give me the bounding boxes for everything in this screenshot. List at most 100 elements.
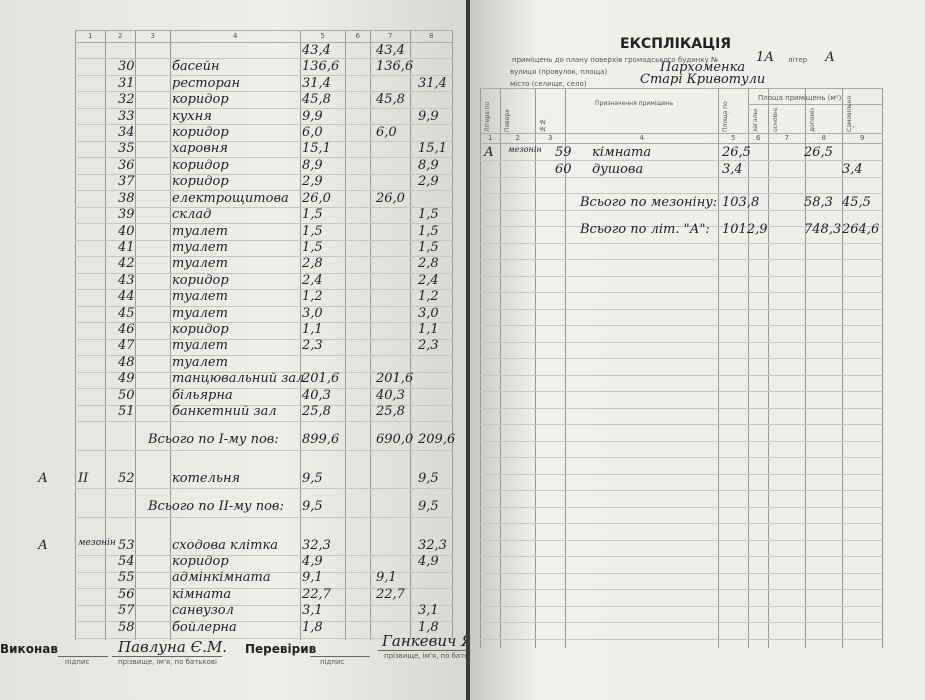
sign-line [310, 656, 370, 657]
row-rule [480, 424, 882, 425]
cell-name: коридор [172, 272, 229, 288]
title: ЕКСПЛІКАЦІЯ [620, 36, 732, 52]
row-rule [480, 308, 882, 310]
cell-total: 9,9 [302, 108, 323, 124]
cell-total: 2,9 [302, 174, 323, 190]
cell-aux: 9,5 [418, 470, 439, 486]
row-rule [480, 523, 882, 524]
row-rule [480, 292, 882, 293]
column-rule [345, 30, 346, 640]
sign-line [58, 656, 108, 657]
column-rule [500, 88, 501, 648]
handwritten: 1А [756, 50, 775, 65]
column-rule [452, 30, 453, 640]
left-page: 1 2 3 4 5 6 7 8 43,4 43,4 30 басейн 136,6 136,6 31 рест… [0, 0, 466, 700]
cell-aux: 31,4 [418, 75, 447, 91]
row-rule [75, 107, 452, 109]
cell-no: 48 [118, 354, 135, 370]
footer-label: Перевірив [245, 642, 317, 656]
column-number: 1 [488, 134, 493, 142]
cell-no: 39 [118, 207, 135, 223]
row-rule [75, 322, 452, 323]
header-rule [480, 143, 882, 144]
row-rule [75, 421, 452, 422]
cell-label: Всього по І-му пов: [148, 432, 279, 448]
cell-total: 45,8 [302, 92, 331, 108]
column-rule [105, 30, 106, 640]
column-rule [480, 88, 481, 648]
row-rule [480, 407, 882, 409]
column-rule [300, 30, 301, 640]
row-rule [75, 140, 452, 142]
row-rule [480, 490, 882, 491]
column-header: основна [772, 108, 779, 132]
row-rule [480, 341, 882, 343]
cell-floor: мезонін [78, 537, 116, 548]
cell-total: 3,0 [302, 305, 323, 321]
row-rule [75, 404, 452, 406]
cell-no: 41 [118, 239, 135, 255]
cell-floor: мезонін [508, 145, 542, 154]
cell-total: 3,4 [722, 162, 743, 177]
cell-name: адмінкімната [172, 570, 271, 586]
cell-no: 43 [118, 272, 135, 288]
cell-label: Всього по ІІ-му пов: [148, 499, 284, 515]
handwritten: А [825, 50, 835, 65]
row-rule [480, 572, 882, 574]
cell-total: 1,8 [302, 619, 323, 635]
column-rule [805, 88, 806, 648]
row-rule [480, 209, 882, 211]
column-rule [135, 30, 136, 640]
cell-total: 1,5 [302, 223, 323, 239]
column-header: допоміжна [809, 108, 816, 132]
row-rule [480, 374, 882, 376]
cell-no: 52 [118, 470, 135, 486]
row-rule [75, 637, 452, 639]
cell-aux: 32,3 [418, 537, 447, 553]
cell-name: кухня [172, 108, 212, 124]
caption: підпис [320, 658, 345, 666]
cell-aux: 1,8 [418, 619, 439, 635]
cell-floor: ІІ [78, 470, 89, 486]
cell-no: 55 [118, 570, 135, 586]
footer-label: Виконав [0, 642, 58, 656]
cell-total: 6,0 [302, 125, 323, 141]
row-rule [75, 516, 452, 518]
column-rule [370, 30, 371, 640]
cell-name: коридор [172, 174, 229, 190]
cell-name: туалет [172, 239, 228, 255]
cell-aux: 209,6 [418, 432, 456, 448]
column-rule [565, 88, 566, 648]
row-rule [480, 242, 882, 244]
row-rule [75, 355, 452, 356]
cell-no: 59 [555, 145, 572, 160]
cell-aux: 4,9 [418, 554, 439, 570]
cell-no: 30 [118, 59, 135, 75]
cell-name: сходова клітка [172, 537, 278, 553]
group-header: Площа приміщень (м²) [758, 94, 842, 102]
cell-label: Всього по літ. "А": [580, 222, 710, 237]
cell-main: 25,8 [376, 404, 405, 420]
cell-main: 26,5 [804, 145, 833, 160]
cell-aux: 2,4 [418, 272, 439, 288]
handwritten: Старі Кривотули [640, 72, 766, 87]
cell-name: кімната [592, 145, 652, 160]
cell-total: 26,5 [722, 145, 751, 160]
row-rule [75, 74, 452, 76]
cell-name: бойлерна [172, 619, 237, 635]
cell-main: 45,8 [376, 92, 405, 108]
caption: підпис [65, 658, 90, 666]
cell-total: 22,7 [302, 586, 331, 602]
cell-total: 201,6 [302, 371, 340, 387]
row-rule [480, 539, 882, 541]
cell-total: 2,3 [302, 338, 323, 354]
row-rule [480, 622, 882, 623]
column-header: Самовільно збудована або перебудована пл… [846, 95, 854, 132]
row-rule [480, 160, 882, 161]
cell-total: 1,1 [302, 321, 323, 337]
row-rule [75, 173, 452, 175]
cell-total: 2,8 [302, 256, 323, 272]
cell-no: 45 [118, 305, 135, 321]
cell-name: більярна [172, 387, 233, 403]
